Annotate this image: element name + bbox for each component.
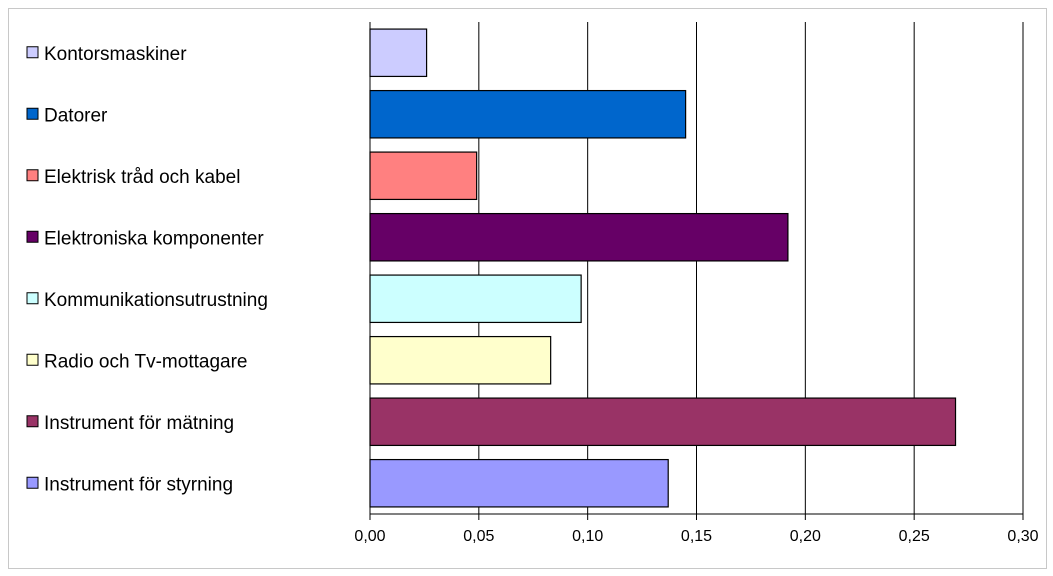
bar [369,212,789,262]
x-tick-label: 0,05 [463,528,494,545]
category-label: Radio och Tv-mottagare [44,351,247,372]
x-tick-label: 0,30 [1007,528,1038,545]
legend-swatch [26,415,39,428]
legend-swatch [26,353,39,366]
bar [369,397,957,447]
x-tick-label: 0,20 [790,528,821,545]
x-tick-label: 0,00 [354,528,385,545]
category-label: Elektrisk tråd och kabel [44,167,240,188]
bar [369,28,428,78]
category-label: Instrument för mätning [44,413,234,434]
x-tick-label: 0,25 [899,528,930,545]
x-tick-label: 0,10 [572,528,603,545]
category-label: Kontorsmaskiner [44,44,187,65]
legend-swatch [26,476,39,489]
x-tick-label: 0,15 [681,528,712,545]
bar [369,335,552,385]
legend-swatch [26,46,39,59]
category-label: Elektroniska komponenter [44,228,264,249]
legend-swatch [26,230,39,243]
category-label: Datorer [44,105,108,126]
legend-swatch [26,169,39,182]
legend-swatch [26,292,39,305]
category-label: Kommunikationsutrustning [44,290,268,311]
category-label: Instrument för styrning [44,474,233,495]
bar [369,89,687,139]
bar [369,274,582,324]
bar [369,151,478,201]
chart-frame [8,8,1047,569]
legend-swatch [26,107,39,120]
bar [369,458,669,508]
